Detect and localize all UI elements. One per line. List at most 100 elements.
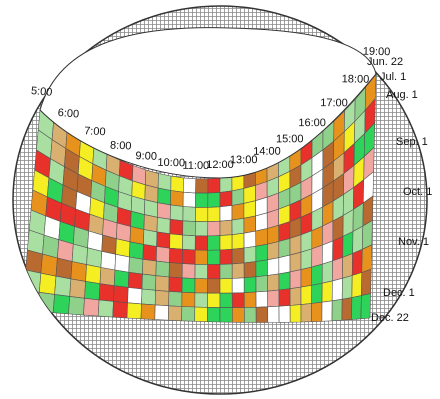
cell [361, 269, 371, 295]
cell [208, 178, 220, 193]
cell [143, 259, 157, 275]
cell [102, 235, 117, 254]
cell [170, 205, 183, 221]
cell [208, 221, 220, 236]
cell [267, 225, 279, 244]
cell [290, 235, 301, 255]
cell [301, 304, 312, 323]
cell [195, 293, 208, 308]
cell [244, 246, 256, 263]
hour-label: 17:00 [320, 97, 348, 109]
cell [158, 188, 171, 205]
date-label: Sep. 1 [396, 136, 428, 148]
cell [195, 236, 208, 251]
date-label: Jun. 22 [367, 56, 403, 68]
cell [301, 231, 312, 253]
cell [220, 279, 232, 294]
cell [84, 298, 100, 316]
cell [256, 244, 268, 261]
cell [268, 290, 279, 307]
cell [182, 307, 195, 322]
cell [301, 267, 312, 287]
cell [143, 230, 157, 247]
cell [279, 222, 290, 242]
cell [129, 242, 143, 259]
cell [170, 234, 183, 250]
cell [322, 261, 332, 283]
cell [157, 217, 170, 234]
cell [232, 293, 244, 308]
cell [183, 192, 196, 207]
cell [127, 303, 142, 319]
cell [195, 222, 208, 236]
cell [142, 274, 156, 290]
cell [183, 221, 196, 236]
cell [290, 270, 301, 289]
cell [352, 273, 362, 298]
cell [115, 254, 129, 272]
cell [169, 263, 182, 278]
cell [220, 176, 232, 192]
cell [342, 254, 352, 279]
cell [208, 264, 220, 278]
cell [220, 293, 232, 308]
cell [71, 262, 87, 282]
cell [38, 292, 55, 312]
cell [22, 290, 39, 311]
cell [208, 293, 221, 308]
cell [113, 301, 128, 318]
cell [220, 206, 232, 222]
cell [312, 264, 323, 285]
cell [244, 292, 256, 308]
hour-label: 14:00 [253, 146, 281, 158]
hour-label: 6:00 [57, 107, 79, 121]
cell [232, 263, 244, 279]
cell [279, 255, 290, 274]
cell [208, 207, 220, 222]
cell [244, 307, 256, 322]
cell [256, 213, 268, 231]
cell [332, 257, 342, 281]
cell [361, 294, 371, 319]
cell [72, 244, 88, 265]
cell [290, 305, 301, 323]
cell [195, 207, 207, 221]
cell [196, 193, 208, 207]
cell [87, 248, 102, 268]
cell [256, 276, 268, 293]
cell [279, 289, 290, 307]
cell [208, 192, 220, 207]
cell [155, 305, 169, 320]
cell [169, 291, 182, 306]
cell [256, 291, 268, 307]
cell [232, 233, 244, 249]
cell [170, 219, 183, 235]
cell [220, 264, 232, 279]
cell [183, 207, 196, 222]
cell [342, 298, 352, 321]
cell [232, 248, 244, 264]
hour-label: 7:00 [84, 125, 106, 138]
cell [182, 249, 195, 264]
cell [220, 191, 232, 207]
cell [158, 174, 171, 191]
cell [333, 236, 343, 261]
cell [171, 191, 184, 207]
cell [256, 307, 268, 323]
cell [332, 278, 342, 301]
cell [290, 252, 301, 272]
date-label: Oct. 1 [403, 186, 432, 198]
cell [244, 262, 256, 278]
cell [322, 241, 333, 264]
hour-label: 8:00 [110, 139, 132, 152]
cell [26, 250, 43, 273]
cell [183, 235, 196, 250]
cell [244, 185, 256, 203]
cell [70, 279, 86, 298]
date-label: Nov. 1 [398, 236, 429, 248]
cell [130, 227, 144, 245]
cell [267, 242, 278, 260]
cell [128, 288, 142, 304]
cell [144, 215, 158, 232]
cell [256, 260, 268, 277]
